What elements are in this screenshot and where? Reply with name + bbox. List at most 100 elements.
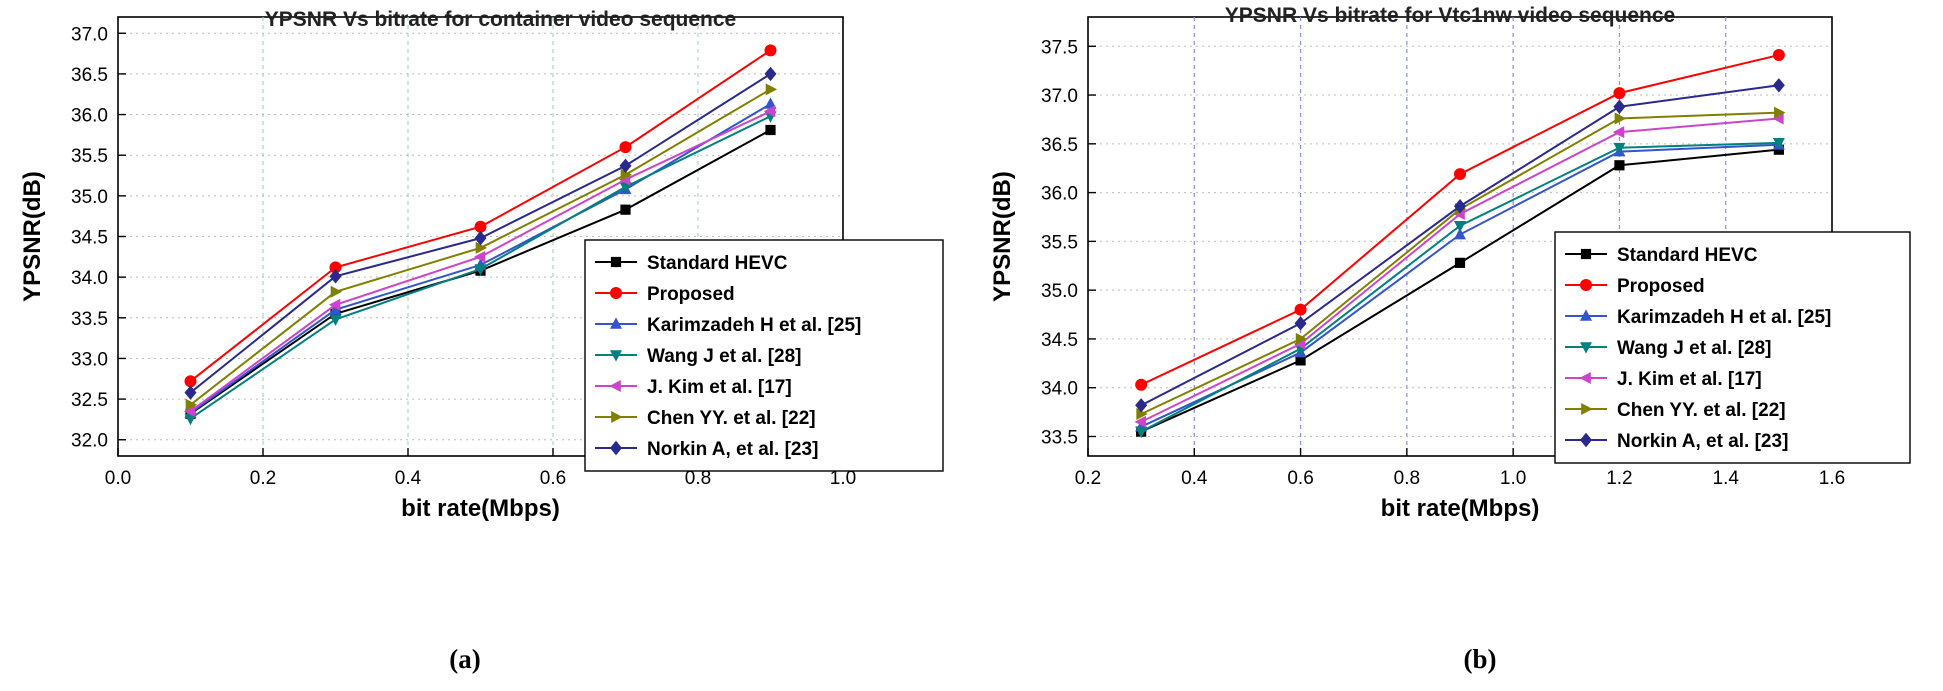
data-point (1136, 408, 1148, 421)
series-wang-j-et-al-28 (184, 111, 777, 426)
y-tick-label: 36.0 (1041, 184, 1078, 205)
data-point (1454, 199, 1466, 214)
series-proposed (1135, 49, 1785, 391)
data-point (1134, 415, 1146, 428)
legend-item: Wang J et al. [28] (595, 346, 802, 367)
series-proposed (184, 44, 777, 388)
x-tick-label: 1.0 (830, 468, 856, 489)
legend-label: J. Kim et al. [17] (1617, 369, 1762, 390)
data-point (1772, 78, 1785, 93)
data-point (1135, 426, 1148, 439)
x-tick-label: 0.8 (1394, 468, 1420, 489)
legend-label: Standard HEVC (1617, 245, 1758, 266)
y-tick-label: 34.0 (1041, 379, 1078, 400)
x-tick-label: 0.4 (395, 468, 422, 489)
legend-item: Norkin A, et al. [23] (1565, 431, 1788, 452)
x-tick-label: 1.6 (1819, 468, 1845, 489)
legend-label: Wang J et al. [28] (647, 346, 802, 367)
legend-marker (610, 256, 622, 268)
data-point (1294, 303, 1307, 316)
data-point (1774, 106, 1786, 119)
legend-item: Karimzadeh H et al. [25] (1565, 307, 1831, 328)
x-tick-label: 1.2 (1606, 468, 1632, 489)
data-point (1454, 257, 1466, 268)
y-tick-label: 35.5 (1041, 232, 1078, 253)
data-point (765, 83, 778, 96)
data-point (473, 250, 486, 263)
x-tick-label: 0.2 (1075, 468, 1101, 489)
legend-item: Proposed (595, 284, 735, 305)
legend-item: Karimzadeh H et al. [25] (595, 315, 861, 336)
data-point (328, 298, 341, 311)
legend-label: Proposed (647, 284, 735, 305)
x-tick-label: 0.6 (540, 468, 566, 489)
data-point (619, 141, 632, 154)
y-axis-label: YPSNR(dB) (989, 171, 1016, 302)
data-point (1614, 160, 1625, 171)
x-tick-label: 0.0 (105, 468, 131, 489)
y-tick-label: 34.5 (71, 228, 108, 249)
legend-item: Standard HEVC (595, 253, 788, 274)
data-point (1454, 227, 1466, 240)
data-point (1612, 126, 1625, 139)
y-tick-label: 32.5 (71, 390, 108, 411)
x-tick-label: 0.4 (1181, 468, 1208, 489)
data-point (329, 314, 342, 327)
series-norkin-a-et-al-23 (184, 66, 777, 400)
legend-label: Proposed (1617, 276, 1705, 297)
legend-label: Chen YY. et al. [22] (647, 408, 816, 429)
y-tick-label: 36.0 (71, 106, 108, 127)
legend-marker (1580, 309, 1592, 321)
legend-item: Proposed (1565, 276, 1705, 297)
legend-marker (1580, 279, 1592, 291)
legend-label: Karimzadeh H et al. [25] (647, 315, 861, 336)
y-tick-label: 37.0 (1041, 86, 1078, 107)
data-point (1614, 112, 1627, 125)
chart-a: 0.0 0.2 0.4 0.6 0.8 1.0 32.0 32.5 33.0 33.5 34.0 34… (19, 8, 944, 674)
legend-box (1554, 231, 1911, 464)
legend-marker (610, 287, 622, 299)
data-point (184, 375, 197, 388)
x-tick-label: 1.0 (1500, 468, 1526, 489)
legend-item: Chen YY. et al. [22] (1565, 400, 1786, 421)
y-axis-label: YPSNR(dB) (19, 171, 46, 302)
data-point (1613, 142, 1626, 155)
x-tick-label: 0.6 (1287, 468, 1313, 489)
legend-item: J. Kim et al. [17] (1565, 369, 1762, 390)
data-point (329, 269, 342, 284)
data-point (184, 385, 197, 400)
data-point (475, 241, 488, 254)
legend-marker (611, 411, 623, 423)
data-point (1613, 87, 1626, 100)
data-point (1135, 378, 1148, 391)
y-tick-label: 35.0 (71, 187, 108, 208)
legend-marker (1579, 372, 1591, 384)
data-point (1295, 355, 1306, 366)
y-tick-label: 33.5 (1041, 427, 1078, 448)
data-point (763, 105, 776, 118)
legend-item: Norkin A, et al. [23] (595, 439, 818, 460)
data-point (1454, 168, 1466, 181)
data-point (620, 168, 633, 181)
legend: Standard HEVC Proposed Karimzadeh H et al.… (1554, 231, 1911, 464)
data-point (1294, 316, 1307, 331)
legend-marker (1580, 342, 1592, 354)
data-point (619, 158, 632, 173)
y-tick-label: 37.0 (71, 24, 108, 45)
legend: Standard HEVC Proposed Karimzadeh H et al.… (584, 239, 944, 472)
y-tick-label: 33.0 (71, 349, 108, 370)
legend-marker (1580, 248, 1592, 260)
chart-b: 0.2 0.4 0.6 0.8 1.0 1.2 1.4 1.6 33.5 34.0 34.5 35.0… (989, 4, 1911, 674)
data-point (765, 124, 776, 136)
legend-label: Norkin A, et al. [23] (1617, 431, 1788, 452)
x-tick-label: 1.4 (1713, 468, 1740, 489)
legend-marker (1581, 403, 1593, 415)
y-tick-label: 34.5 (1041, 330, 1078, 351)
data-point (474, 220, 487, 233)
y-tick-label: 34.0 (71, 268, 108, 289)
data-point (329, 261, 342, 274)
legend-item: Chen YY. et al. [22] (595, 408, 816, 429)
data-point (620, 204, 631, 215)
y-tick-label: 35.5 (71, 146, 108, 167)
data-point (1772, 138, 1785, 150)
